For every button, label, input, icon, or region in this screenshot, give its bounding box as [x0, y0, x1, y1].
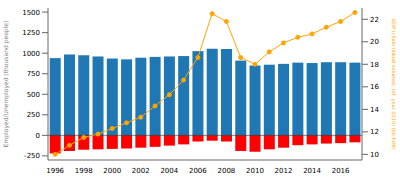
svg-text:22: 22: [370, 16, 379, 24]
svg-text:2012: 2012: [275, 167, 293, 175]
svg-text:1998: 1998: [75, 167, 93, 175]
svg-text:1500: 1500: [22, 9, 40, 17]
svg-text:0: 0: [36, 132, 40, 140]
svg-text:1250: 1250: [22, 29, 40, 37]
svg-text:2014: 2014: [303, 167, 321, 175]
svg-text:1000: 1000: [22, 50, 40, 58]
svg-text:10: 10: [370, 151, 379, 159]
svg-text:250: 250: [27, 111, 40, 119]
svg-text:2006: 2006: [189, 167, 207, 175]
svg-text:2016: 2016: [332, 167, 350, 175]
svg-text:1996: 1996: [46, 167, 64, 175]
svg-text:GDP (chain-linked volumes, ref: GDP (chain-linked volumes, ref. year 201…: [390, 18, 392, 149]
svg-text:2008: 2008: [217, 167, 235, 175]
svg-text:14: 14: [370, 106, 379, 114]
svg-text:500: 500: [27, 91, 40, 99]
svg-text:2002: 2002: [132, 167, 150, 175]
svg-text:16: 16: [370, 83, 379, 91]
svg-text:18: 18: [370, 61, 379, 69]
svg-text:20: 20: [370, 38, 379, 46]
svg-text:2000: 2000: [103, 167, 121, 175]
svg-text:2010: 2010: [246, 167, 264, 175]
svg-text:12: 12: [370, 128, 379, 136]
svg-text:2004: 2004: [160, 167, 178, 175]
svg-text:-250: -250: [24, 152, 40, 160]
svg-text:750: 750: [27, 70, 40, 78]
svg-text:Employed/Unemployed (thousand: Employed/Unemployed (thousand people): [8, 21, 10, 148]
